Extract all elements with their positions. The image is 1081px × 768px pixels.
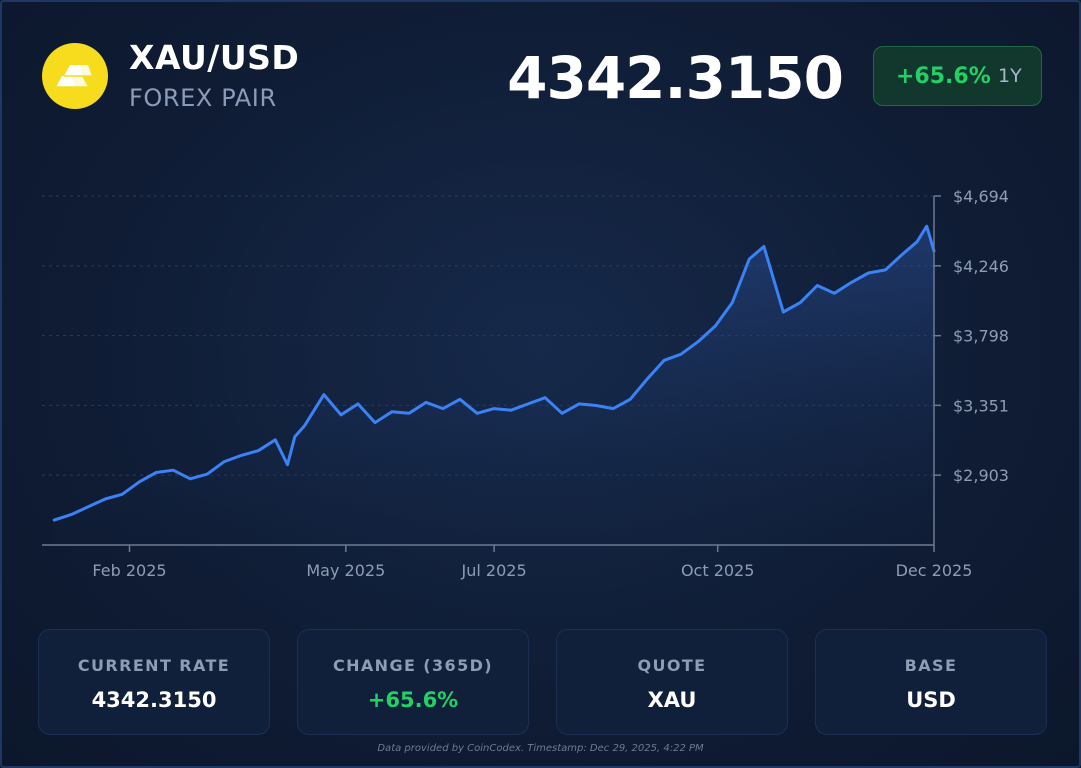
base-card: BASE USD (815, 629, 1047, 735)
x-tick-label: Dec 2025 (896, 561, 973, 580)
price-chart: $2,903 $3,351 $3,798 $4,246 $4,694 Feb 2025 Ma… (42, 187, 1009, 580)
current-rate-card: CURRENT RATE 4342.3150 (38, 629, 270, 735)
gold-bars-icon (42, 43, 108, 109)
price-area-fill (54, 226, 934, 545)
x-tick-label: Jul 2025 (461, 561, 527, 580)
y-tick-label: $4,246 (953, 257, 1009, 276)
x-tick-label: Oct 2025 (681, 561, 754, 580)
y-tick-label: $3,798 (953, 327, 1009, 346)
x-tick-label: May 2025 (306, 561, 385, 580)
change-percent: +65.6% (896, 64, 991, 89)
pair-title: XAU/USD (129, 38, 300, 77)
card-value: 4342.3150 (91, 688, 217, 712)
footer-attribution: Data provided by CoinCodex. Timestamp: D… (377, 743, 704, 754)
card-label: CHANGE (365D) (332, 656, 494, 675)
price-line (52, 224, 936, 522)
y-tick-label: $2,903 (953, 466, 1009, 485)
change-card: CHANGE (365D) +65.6% (297, 629, 529, 735)
quote-card: QUOTE XAU (556, 629, 788, 735)
y-tick-label: $4,694 (953, 187, 1009, 206)
card-label: BASE (904, 656, 958, 675)
card-value: +65.6% (367, 688, 459, 712)
pair-type: FOREX PAIR (129, 84, 277, 112)
card-label: QUOTE (637, 656, 707, 675)
current-rate: 4342.3150 (507, 44, 844, 112)
card-value: XAU (647, 688, 697, 712)
y-tick-label: $3,351 (953, 396, 1009, 415)
change-badge[interactable]: +65.6% 1Y (873, 46, 1042, 106)
card-label: CURRENT RATE (77, 656, 231, 675)
card-value: USD (906, 688, 956, 712)
x-tick-label: Feb 2025 (92, 561, 166, 580)
period-selector[interactable]: 1Y (998, 65, 1022, 87)
